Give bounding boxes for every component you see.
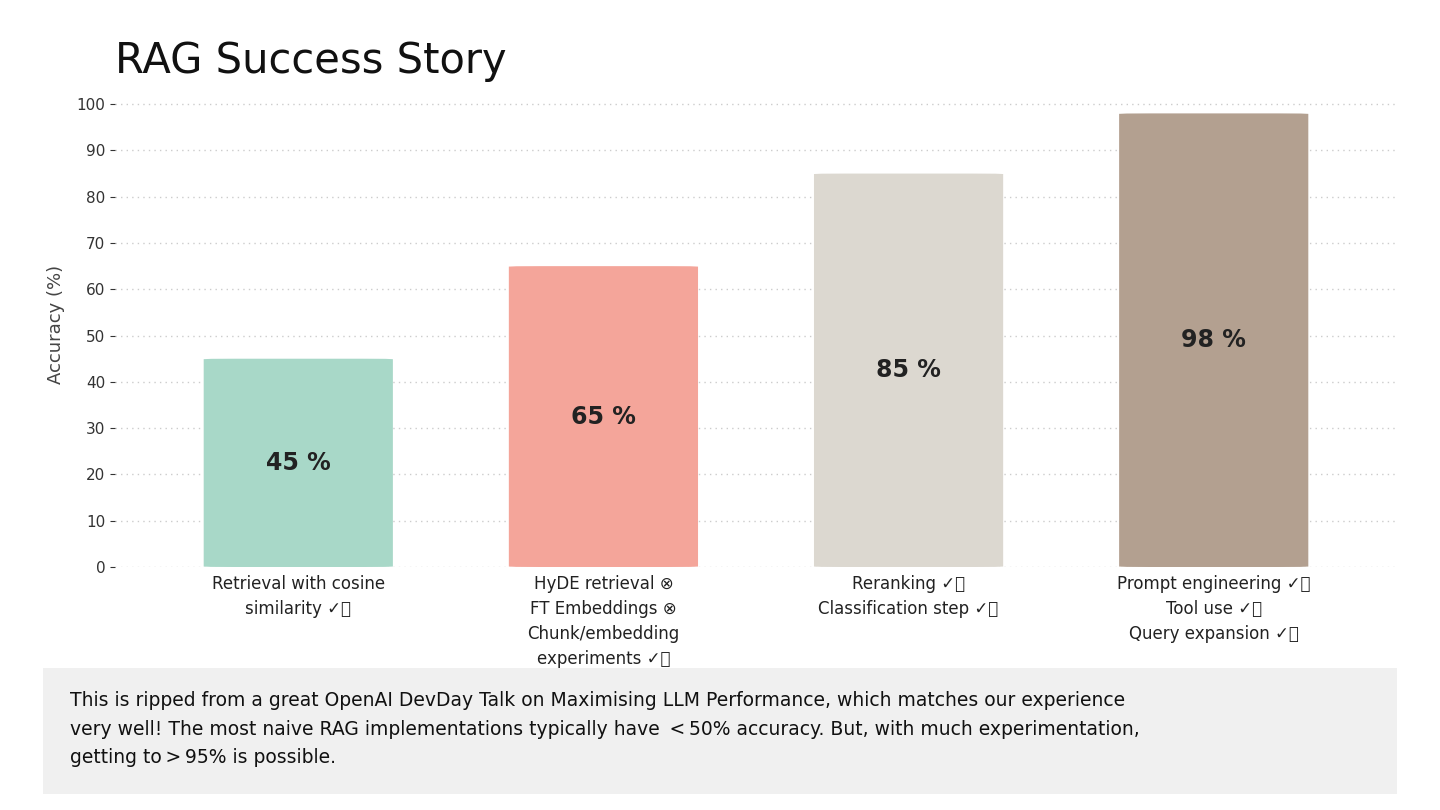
- Text: 45 %: 45 %: [266, 451, 331, 475]
- FancyBboxPatch shape: [203, 359, 393, 567]
- Bar: [203, 359, 393, 567]
- Text: Retrieval with cosine
similarity ✓⃝: Retrieval with cosine similarity ✓⃝: [212, 575, 384, 618]
- Text: 98 %: 98 %: [1181, 328, 1246, 352]
- Text: Reranking ✓⃝
Classification step ✓⃝: Reranking ✓⃝ Classification step ✓⃝: [818, 575, 999, 618]
- Text: This is ripped from a great OpenAI DevDay Talk on Maximising LLM Performance, wh: This is ripped from a great OpenAI DevDa…: [71, 691, 1140, 767]
- Y-axis label: Accuracy (%): Accuracy (%): [48, 264, 65, 384]
- Bar: [1119, 113, 1309, 567]
- Text: RAG Success Story: RAG Success Story: [115, 40, 507, 83]
- Bar: [508, 266, 698, 567]
- FancyBboxPatch shape: [16, 666, 1424, 796]
- FancyBboxPatch shape: [1119, 113, 1309, 567]
- Bar: [814, 173, 1004, 567]
- Text: HyDE retrieval ⊗
FT Embeddings ⊗
Chunk/embedding
experiments ✓⃝: HyDE retrieval ⊗ FT Embeddings ⊗ Chunk/e…: [527, 575, 680, 668]
- Text: 85 %: 85 %: [876, 358, 940, 382]
- Text: 65 %: 65 %: [572, 404, 636, 428]
- FancyBboxPatch shape: [508, 266, 698, 567]
- FancyBboxPatch shape: [814, 173, 1004, 567]
- Text: Prompt engineering ✓⃝
Tool use ✓⃝
Query expansion ✓⃝: Prompt engineering ✓⃝ Tool use ✓⃝ Query …: [1117, 575, 1310, 643]
